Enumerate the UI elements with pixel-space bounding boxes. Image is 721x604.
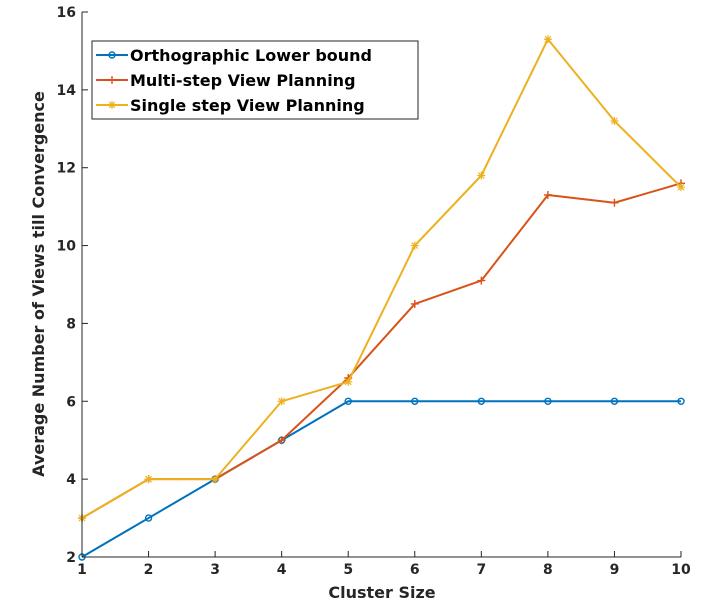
series-2 <box>78 179 685 523</box>
y-tick-label-2: 2 <box>66 550 76 566</box>
data-point-3-5 <box>344 377 353 386</box>
series-3 <box>78 35 685 523</box>
legend-marker-3 <box>108 101 116 109</box>
data-point-2-8 <box>543 190 552 199</box>
legend: Orthographic Lower bound Multi-step View … <box>91 40 419 120</box>
data-point-3-7 <box>477 171 486 180</box>
data-point-3-10 <box>677 183 685 192</box>
y-axis-title: Average Number of Views till Convergence <box>29 91 48 477</box>
y-tick-label-14: 14 <box>57 83 77 99</box>
data-point-3-9 <box>610 117 619 125</box>
data-point-3-3 <box>211 475 220 484</box>
data-point-2-9 <box>610 198 619 207</box>
y-tick-label-10: 10 <box>57 239 77 255</box>
series-layer <box>78 35 685 561</box>
legend-marker-2 <box>108 76 116 84</box>
data-point-3-6 <box>410 241 419 250</box>
x-tick-label-4: 4 <box>277 562 287 578</box>
x-tick-label-5: 5 <box>343 562 353 578</box>
legend-label-1: Orthographic Lower bound <box>130 46 372 65</box>
x-tick-label-8: 8 <box>543 562 553 578</box>
series-line-3 <box>81 38 682 519</box>
legend-item-3: Single step View Planning <box>96 96 365 115</box>
data-point-2-4 <box>277 436 286 445</box>
data-point-1-7 <box>477 397 486 405</box>
data-point-2-6 <box>410 299 419 308</box>
y-tick-label-8: 8 <box>66 316 76 332</box>
data-point-1-6 <box>411 397 419 405</box>
data-point-3-8 <box>543 35 552 44</box>
legend-item-1: Orthographic Lower bound <box>96 46 372 65</box>
data-point-1-8 <box>544 397 552 405</box>
x-tick-label-1: 1 <box>77 562 87 578</box>
data-point-3-2 <box>144 475 153 484</box>
series-line-2 <box>81 182 682 519</box>
y-tick-label-12: 12 <box>57 161 76 177</box>
legend-item-2: Multi-step View Planning <box>96 71 356 90</box>
x-tick-label-3: 3 <box>210 562 220 578</box>
legend-marker-1 <box>108 51 116 59</box>
legend-box <box>91 40 419 120</box>
x-tick-label-7: 7 <box>476 562 486 578</box>
y-tick-label-6: 6 <box>66 394 76 410</box>
x-tick-label-6: 6 <box>410 562 420 578</box>
series-line-1 <box>81 400 681 558</box>
data-point-1-10 <box>677 397 685 405</box>
x-tick-label-2: 2 <box>144 562 154 578</box>
data-point-1-9 <box>610 397 619 405</box>
y-tick-label-16: 16 <box>57 5 76 21</box>
x-tick-label-9: 9 <box>610 562 620 578</box>
x-axis-title: Cluster Size <box>328 583 435 602</box>
data-point-2-7 <box>477 276 486 285</box>
x-tick-label-10: 10 <box>671 562 691 578</box>
data-point-3-4 <box>277 397 286 406</box>
y-tick-label-4: 4 <box>66 472 76 488</box>
data-point-1-5 <box>344 397 352 405</box>
legend-label-3: Single step View Planning <box>130 96 365 115</box>
data-point-1-2 <box>144 514 153 522</box>
legend-label-2: Multi-step View Planning <box>130 71 356 90</box>
